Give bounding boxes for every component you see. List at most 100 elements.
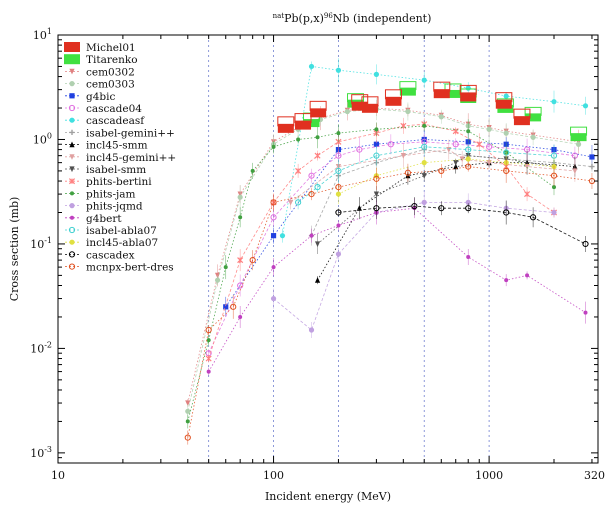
data-point bbox=[314, 241, 321, 248]
data-point bbox=[315, 135, 320, 140]
data-point bbox=[399, 87, 416, 96]
data-point bbox=[279, 233, 286, 239]
data-point bbox=[295, 167, 302, 174]
data-point bbox=[421, 77, 427, 83]
title-mass: 96 bbox=[324, 12, 333, 20]
legend-label: incl45-abla07 bbox=[86, 237, 158, 249]
legend-label: cascadeasf bbox=[86, 115, 145, 127]
svg-text:natPb(p,x)96Nb (independent): natPb(p,x)96Nb (independent) bbox=[273, 12, 432, 25]
legend-label: g4bert bbox=[86, 213, 122, 225]
legend-label: cem0303 bbox=[86, 79, 135, 91]
series-line bbox=[225, 139, 593, 308]
data-point-error-box bbox=[361, 96, 379, 107]
data-point bbox=[589, 163, 595, 170]
data-point bbox=[513, 116, 530, 126]
y-tick-label: 10-2 bbox=[30, 340, 52, 355]
data-point bbox=[206, 338, 211, 343]
data-point bbox=[249, 257, 256, 264]
legend-marker bbox=[68, 178, 76, 185]
data-point-error-box bbox=[459, 84, 477, 95]
data-point bbox=[582, 103, 589, 109]
data-point bbox=[421, 199, 427, 205]
legend-marker bbox=[70, 215, 74, 220]
data-point-error-box bbox=[347, 93, 365, 103]
data-point bbox=[373, 205, 380, 212]
data-point bbox=[445, 89, 462, 98]
data-point bbox=[373, 191, 380, 198]
data-point bbox=[356, 146, 363, 153]
data-point bbox=[421, 143, 428, 150]
data-point bbox=[497, 104, 514, 113]
legend-swatch bbox=[64, 54, 80, 65]
series-phits-jqmd bbox=[270, 191, 557, 339]
y-tick-label: 10-3 bbox=[30, 445, 52, 460]
legend-item: mcnpx-bert-dres bbox=[65, 262, 174, 274]
series-line bbox=[187, 108, 579, 412]
legend-swatch bbox=[64, 42, 80, 52]
data-point bbox=[575, 141, 582, 147]
series-line bbox=[208, 123, 555, 359]
series-line bbox=[187, 107, 579, 404]
title-main: Pb(p,x) bbox=[284, 12, 324, 25]
series-line bbox=[297, 146, 555, 203]
data-point-error-box bbox=[570, 126, 588, 136]
series-line bbox=[311, 149, 593, 236]
data-point bbox=[476, 141, 483, 148]
data-point bbox=[446, 146, 452, 153]
data-point bbox=[551, 209, 557, 216]
legend-label: Michel01 bbox=[86, 42, 136, 54]
data-point bbox=[503, 130, 509, 136]
data-point bbox=[453, 160, 459, 166]
data-point bbox=[296, 137, 301, 142]
data-point bbox=[361, 103, 378, 113]
legend-item: cem0302 bbox=[65, 66, 135, 78]
experimental-layer bbox=[277, 81, 588, 142]
grid bbox=[208, 35, 490, 463]
data-point bbox=[308, 172, 315, 179]
series-cem0303 bbox=[185, 98, 582, 419]
data-point bbox=[373, 175, 380, 182]
legend-marker bbox=[69, 141, 75, 148]
legend-label: cascade04 bbox=[86, 103, 142, 115]
data-point bbox=[582, 240, 589, 248]
legend-item: cem0303 bbox=[65, 79, 135, 91]
data-point bbox=[308, 327, 315, 333]
series-line bbox=[187, 166, 593, 438]
x-tick-label: 10 bbox=[51, 469, 65, 482]
data-point bbox=[421, 160, 427, 166]
data-point bbox=[310, 108, 327, 118]
data-point bbox=[335, 183, 342, 191]
data-point bbox=[465, 205, 472, 212]
data-point bbox=[486, 126, 492, 132]
data-point bbox=[270, 233, 277, 239]
series-line bbox=[338, 158, 555, 195]
data-point-error-box bbox=[309, 100, 327, 111]
legend-marker bbox=[68, 226, 76, 234]
legend-marker bbox=[69, 203, 75, 209]
legend-marker bbox=[68, 104, 76, 112]
data-point-error-box bbox=[444, 83, 462, 93]
series-cem0302 bbox=[185, 100, 582, 408]
data-point bbox=[335, 191, 342, 197]
data-point bbox=[530, 134, 536, 140]
data-point bbox=[524, 163, 530, 170]
data-point bbox=[503, 93, 509, 99]
y-tick-label: 101 bbox=[33, 27, 52, 42]
data-point bbox=[223, 304, 229, 310]
series-line bbox=[273, 201, 555, 331]
data-point bbox=[336, 131, 341, 136]
data-point-error-box bbox=[513, 108, 531, 119]
data-point bbox=[452, 141, 459, 148]
data-point bbox=[589, 154, 595, 160]
data-point bbox=[465, 199, 471, 205]
data-point bbox=[525, 273, 530, 278]
axes: 10 100 1000 3200 10-3 10-2 10-1 100 101 bbox=[30, 27, 605, 482]
legend-item: phits-bertini bbox=[65, 176, 152, 188]
data-point bbox=[552, 185, 557, 190]
legend-label: incl45-smm bbox=[86, 140, 148, 152]
data-point bbox=[525, 113, 542, 122]
y-tick-label: 10-1 bbox=[30, 236, 52, 251]
data-point bbox=[387, 141, 394, 148]
data-point bbox=[495, 99, 512, 109]
